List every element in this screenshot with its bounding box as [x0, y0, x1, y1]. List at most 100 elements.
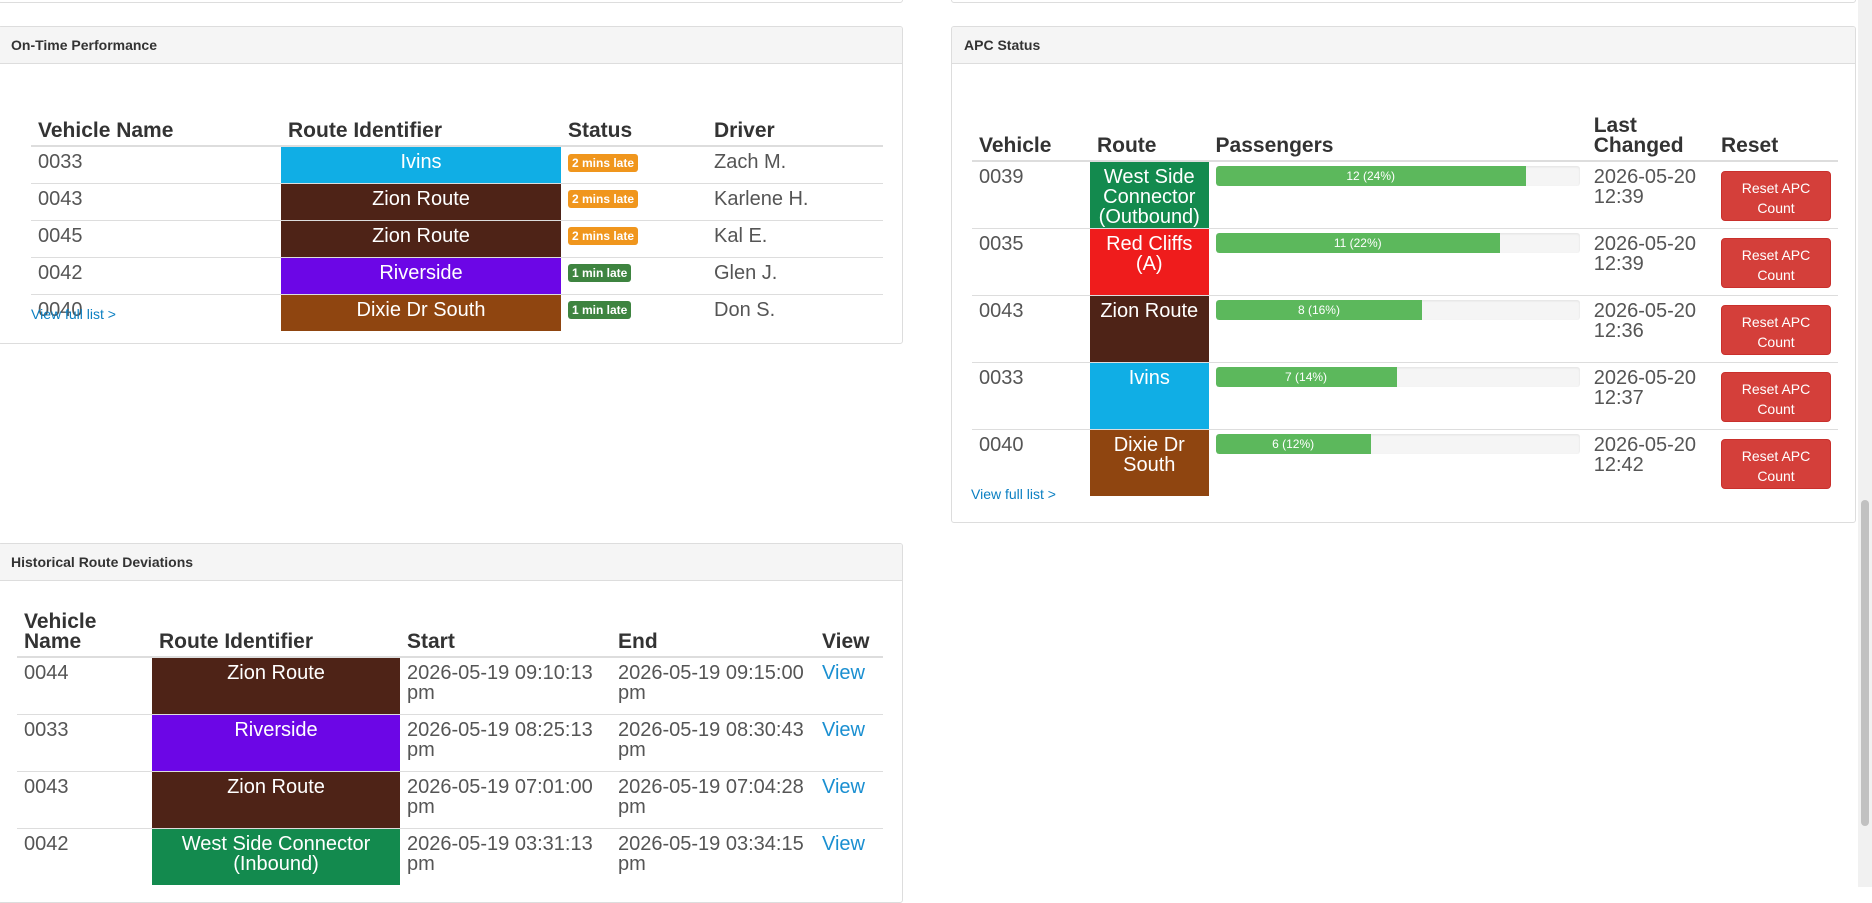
end-cell: 2026-05-19 07:04:28 pm	[611, 770, 815, 828]
historical-route-deviations-title: Historical Route Deviations	[0, 544, 902, 581]
reset-apc-count-button[interactable]: Reset APC Count	[1721, 304, 1831, 355]
last-changed-time: 12:39	[1593, 186, 1644, 208]
page-scrollbar[interactable]	[1858, 0, 1872, 887]
table-row: 0033 Ivins 7 (14%) 2026-05-20 12:37 Reset APC…	[972, 361, 1838, 429]
table-row: 0042 West Side Connector (Inbound) 2026-05…	[17, 827, 883, 885]
last-changed-cell: 2026-05-20 12:36	[1586, 294, 1714, 362]
status-badge: 1 min late	[568, 264, 632, 283]
route-identifier-cell: Riverside	[281, 256, 561, 294]
table-row: 0043 Zion Route 2026-05-19 07:01:00 pm 2026…	[17, 770, 883, 828]
reset-apc-count-button[interactable]: Reset APC Count	[1721, 171, 1831, 221]
route-identifier-cell: Zion Route	[281, 182, 561, 220]
on-time-table: Vehicle Name Route Identifier Status Dri…	[31, 79, 883, 331]
route-cell: Red Cliffs (A)	[1089, 227, 1209, 295]
table-row: 0043 Zion Route 2 mins late Karlene H.	[31, 182, 883, 220]
status-badge: 1 min late	[568, 301, 632, 320]
status-cell: 1 min late	[561, 256, 707, 294]
apc-table: Vehicle Route Passengers Last Changed Re…	[972, 91, 1838, 496]
reset-apc-count-button[interactable]: Reset APC Count	[1721, 237, 1831, 288]
driver-cell: Zach M.	[707, 145, 883, 183]
table-row: 0043 Zion Route 8 (16%) 2026-05-20 12:36 Rese…	[972, 294, 1838, 362]
last-changed-date: 2026-05-20	[1593, 433, 1697, 456]
end-cell: 2026-05-19 08:30:43 pm	[611, 713, 815, 771]
end-cell: 2026-05-19 09:15:00 pm	[611, 656, 815, 714]
table-row: 0035 Red Cliffs (A) 11 (22%) 2026-05-20 12:3…	[972, 227, 1838, 295]
view-cell: View	[815, 827, 883, 885]
table-row: 0044 Zion Route 2026-05-19 09:10:13 pm 2026…	[17, 656, 883, 714]
passengers-progress: 8 (16%)	[1215, 299, 1580, 320]
view-link[interactable]: View	[822, 718, 865, 741]
table-row: 0039 West Side Connector (Outbound) 12 (24…	[972, 160, 1838, 228]
route-cell: Zion Route	[1089, 294, 1209, 362]
last-changed-cell: 2026-05-20 12:37	[1586, 361, 1714, 429]
vehicle-cell: 0040	[972, 428, 1090, 496]
status-cell: 2 mins late	[561, 145, 707, 183]
driver-cell: Don S.	[707, 293, 883, 331]
status-cell: 2 mins late	[561, 219, 707, 257]
start-cell: 2026-05-19 03:31:13 pm	[400, 827, 611, 885]
route-cell: West Side Connector (Outbound)	[1089, 160, 1209, 228]
passengers-cell: 6 (12%)	[1208, 428, 1587, 496]
reset-apc-count-button[interactable]: Reset APC Count	[1721, 438, 1831, 489]
col-end: End	[611, 610, 815, 658]
passengers-progress: 6 (12%)	[1215, 433, 1580, 454]
vehicle-cell: 0039	[972, 160, 1090, 228]
status-badge: 2 mins late	[568, 227, 639, 246]
passengers-progress: 7 (14%)	[1215, 366, 1580, 387]
last-changed-time: 12:36	[1593, 319, 1644, 342]
reset-cell: Reset APC Count	[1714, 361, 1838, 429]
col-status: Status	[561, 79, 707, 147]
vehicle-name-cell: 0042	[31, 256, 281, 294]
view-cell: View	[815, 713, 883, 771]
route-identifier-cell: West Side Connector (Inbound)	[152, 827, 400, 885]
passengers-progress: 11 (22%)	[1215, 232, 1580, 253]
start-cell: 2026-05-19 09:10:13 pm	[400, 656, 611, 714]
route-identifier-cell: Zion Route	[152, 656, 400, 714]
col-reset: Reset	[1714, 91, 1838, 162]
reset-cell: Reset APC Count	[1714, 227, 1838, 295]
table-row: 0033 Riverside 2026-05-19 08:25:13 pm 2026-…	[17, 713, 883, 771]
passengers-cell: 8 (16%)	[1208, 294, 1587, 362]
col-vehicle-name: Vehicle Name	[17, 610, 152, 658]
col-passengers: Passengers	[1208, 91, 1587, 162]
driver-cell: Karlene H.	[707, 182, 883, 220]
start-cell: 2026-05-19 08:25:13 pm	[400, 713, 611, 771]
col-start: Start	[400, 610, 611, 658]
last-changed-date: 2026-05-20	[1593, 299, 1697, 322]
vehicle-name-cell: 0044	[17, 656, 152, 714]
scrollbar-thumb[interactable]	[1861, 500, 1869, 826]
deviations-table: Vehicle Name Route Identifier Start End …	[17, 610, 883, 885]
vehicle-cell: 0043	[972, 294, 1090, 362]
vehicle-name-cell: 0043	[17, 770, 152, 828]
apc-view-full-list-link[interactable]: View full list >	[971, 486, 1056, 502]
col-route-identifier: Route Identifier	[152, 610, 400, 658]
view-link[interactable]: View	[822, 775, 865, 798]
last-changed-date: 2026-05-20	[1593, 232, 1697, 255]
route-identifier-cell: Zion Route	[281, 219, 561, 257]
reset-apc-count-button[interactable]: Reset APC Count	[1721, 371, 1831, 422]
col-view: View	[815, 610, 883, 658]
last-changed-cell: 2026-05-20 12:42	[1586, 428, 1714, 496]
vehicle-name-cell: 0043	[31, 182, 281, 220]
apc-status-panel: APC Status Vehicle Route Passengers Last…	[951, 26, 1856, 523]
route-cell: Ivins	[1089, 361, 1209, 429]
route-identifier-cell: Zion Route	[152, 770, 400, 828]
route-identifier-cell: Riverside	[152, 713, 400, 771]
col-last-changed: Last Changed	[1586, 91, 1714, 162]
status-cell: 1 min late	[561, 293, 707, 331]
view-link[interactable]: View	[822, 662, 865, 684]
table-row: 0045 Zion Route 2 mins late Kal E.	[31, 219, 883, 257]
on-time-view-full-list-link[interactable]: View full list >	[31, 306, 116, 322]
status-badge: 2 mins late	[568, 190, 639, 209]
last-changed-time: 12:37	[1593, 386, 1644, 409]
last-changed-cell: 2026-05-20 12:39	[1586, 227, 1714, 295]
last-changed-date: 2026-05-20	[1593, 366, 1697, 389]
passengers-cell: 11 (22%)	[1208, 227, 1587, 295]
table-row: 0040 Dixie Dr South 1 min late Don S.	[31, 293, 883, 331]
on-time-performance-panel: On-Time Performance Vehicle Name Route I…	[0, 26, 903, 344]
vehicle-cell: 0033	[972, 361, 1090, 429]
col-route: Route	[1089, 91, 1209, 162]
view-link[interactable]: View	[822, 832, 865, 855]
previous-panel-right-edge	[951, 0, 1856, 3]
end-cell: 2026-05-19 03:34:15 pm	[611, 827, 815, 885]
